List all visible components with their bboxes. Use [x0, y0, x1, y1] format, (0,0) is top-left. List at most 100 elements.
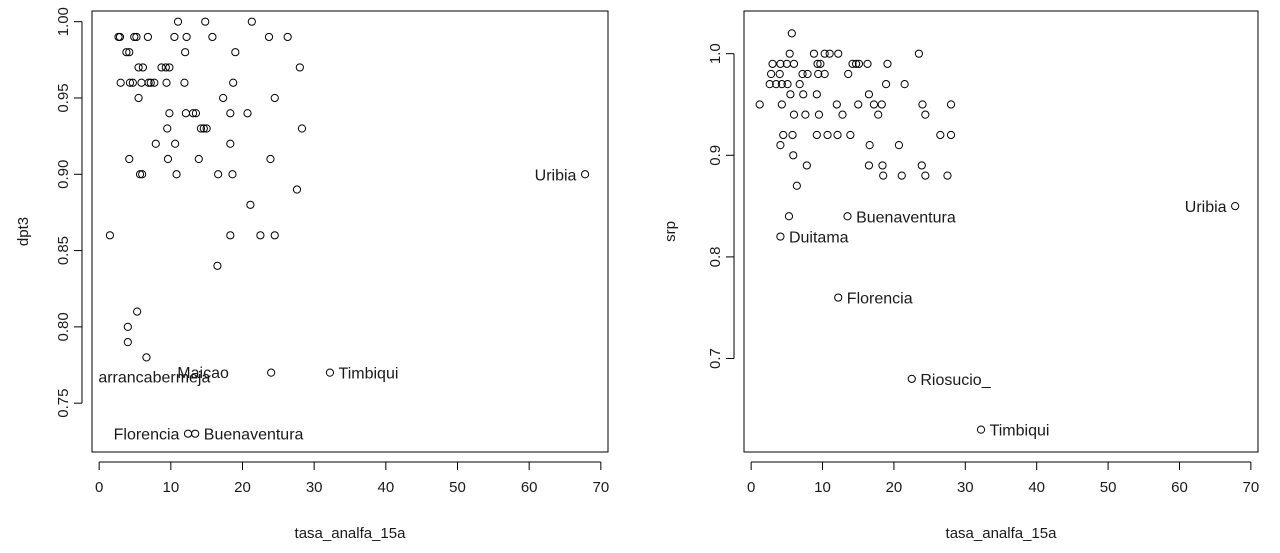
- chart2-data-point: [854, 59, 864, 68]
- chart2-data-point: [878, 161, 887, 170]
- chart2-point-duitama: [776, 232, 785, 241]
- chart2-data-point: [832, 100, 841, 109]
- chart1-data-point: [196, 124, 206, 133]
- chart1-data-point: [137, 78, 146, 87]
- chart2-data-point: [788, 130, 797, 140]
- chart1-point-uribia: [580, 170, 590, 179]
- chart2-x-tick-label: 70: [1243, 479, 1260, 496]
- chart1-data-point: [144, 78, 153, 87]
- chart1-data-point: [125, 78, 135, 87]
- chart2-y-tick-label: 0.9: [707, 145, 724, 166]
- chart2-data-point: [812, 130, 821, 140]
- chart2-annotation-duitama: Duitama: [789, 230, 849, 247]
- chart2-data-point: [803, 69, 812, 79]
- chart2-data-point: [883, 59, 892, 68]
- chart2-point-riosucio: [907, 374, 916, 383]
- chart2-data-point: [765, 80, 774, 89]
- chart2-data-point: [816, 59, 825, 68]
- chart1-data-point: [199, 124, 208, 133]
- chart2-data-point: [881, 80, 891, 89]
- chart2-data-point: [823, 130, 832, 140]
- chart2-data-point: [776, 59, 785, 68]
- chart1-data-point: [283, 32, 292, 42]
- chart1-data-point: [122, 48, 131, 57]
- chart2-data-point: [798, 69, 807, 79]
- chart1-data-point: [123, 338, 132, 347]
- chart1-data-point: [181, 109, 190, 118]
- chart1-data-point: [226, 109, 235, 118]
- chart1-data-point: [181, 48, 190, 57]
- chart2-data-point: [820, 69, 829, 79]
- chart2-data-point: [775, 69, 784, 79]
- chart2-data-point: [777, 80, 786, 89]
- chart1-data-point: [173, 17, 183, 26]
- chart2-plot-frame: [743, 10, 1259, 453]
- chart2-data-point: [833, 130, 842, 140]
- chart2-data-point: [917, 161, 926, 170]
- chart2-annotation-riosucio: Riosucio_: [920, 372, 991, 389]
- chart1-data-point: [151, 139, 160, 148]
- chart1-data-point: [162, 78, 171, 87]
- chart2-x-tick-label: 50: [1100, 479, 1117, 496]
- chart1-annotation-timbiqui: Timbiqui: [339, 366, 399, 383]
- chart2-annotation-florencia: Florencia: [847, 291, 913, 308]
- chart2-y-tick-label: 0.8: [707, 246, 724, 267]
- chart2-data-point: [874, 110, 883, 119]
- chart2-data-point: [814, 110, 824, 119]
- chart2-data-point: [946, 100, 956, 109]
- chart1-data-point: [130, 32, 139, 42]
- chart1-data-point: [132, 32, 141, 42]
- chart1-y-tick-label: 0.90: [55, 160, 72, 189]
- chart2-data-point: [812, 90, 821, 99]
- chart2-data-point: [767, 69, 776, 79]
- chart1-data-point: [172, 170, 181, 179]
- chart2-data-point: [863, 59, 872, 68]
- chart1-x-tick-label: 40: [377, 479, 394, 496]
- chart2-annotation-uribia: Uribia: [1185, 199, 1227, 216]
- chart2-data-point: [848, 59, 857, 68]
- chart1-y-tick-label: 0.80: [55, 312, 72, 341]
- chart2-data-point: [786, 90, 795, 99]
- chart1-point-timbiqui: [325, 368, 335, 377]
- chart1-data-point: [180, 78, 189, 87]
- chart1-data-point: [194, 154, 203, 164]
- chart2-annotation-timbiqui: Timbiqui: [990, 423, 1050, 440]
- chart2-y-tick-label: 0.7: [707, 348, 724, 369]
- chart2-data-point: [801, 110, 810, 119]
- chart1-data-point: [188, 109, 198, 118]
- chart2-data-point: [783, 80, 792, 89]
- chart2-data-point: [879, 171, 888, 180]
- chart1-data-point: [243, 109, 252, 118]
- chart1-data-point: [128, 78, 137, 87]
- chart2-data-point: [864, 90, 874, 99]
- chart1-annotation-florencia: Florencia: [114, 427, 180, 444]
- chart1-data-point: [133, 307, 142, 316]
- chart2-data-point: [772, 80, 781, 89]
- chart2-data-point: [825, 49, 834, 58]
- chart2-data-point: [877, 100, 886, 109]
- chart2-data-point: [802, 161, 811, 170]
- chart1-data-point: [213, 261, 222, 270]
- chart1-data-point: [161, 63, 170, 72]
- chart1-point-maicao: [267, 368, 276, 377]
- chart1-data-point: [295, 63, 304, 72]
- chart2-data-point: [787, 29, 796, 38]
- chart2-data-point: [844, 69, 853, 79]
- chart1-y-axis-label: dpt3: [15, 217, 32, 246]
- chart2-data-point: [946, 130, 956, 140]
- chart2-data-point: [894, 141, 904, 150]
- chart1-data-point: [142, 353, 151, 362]
- chart1-data-point: [202, 124, 211, 133]
- chart1-data-point: [138, 170, 147, 179]
- chart1-x-tick-label: 70: [592, 479, 609, 496]
- chart1-data-point: [115, 32, 125, 42]
- chart2-data-point: [921, 110, 930, 119]
- chart1-data-point: [123, 322, 132, 331]
- chart2-data-point: [755, 100, 764, 109]
- chart2-point-uribia: [1231, 201, 1240, 211]
- chart2-y-tick-label: 1.0: [707, 43, 724, 64]
- chart1-data-point: [125, 154, 134, 164]
- chart1-x-tick-label: 20: [234, 479, 251, 496]
- chart1-data-point: [171, 139, 180, 148]
